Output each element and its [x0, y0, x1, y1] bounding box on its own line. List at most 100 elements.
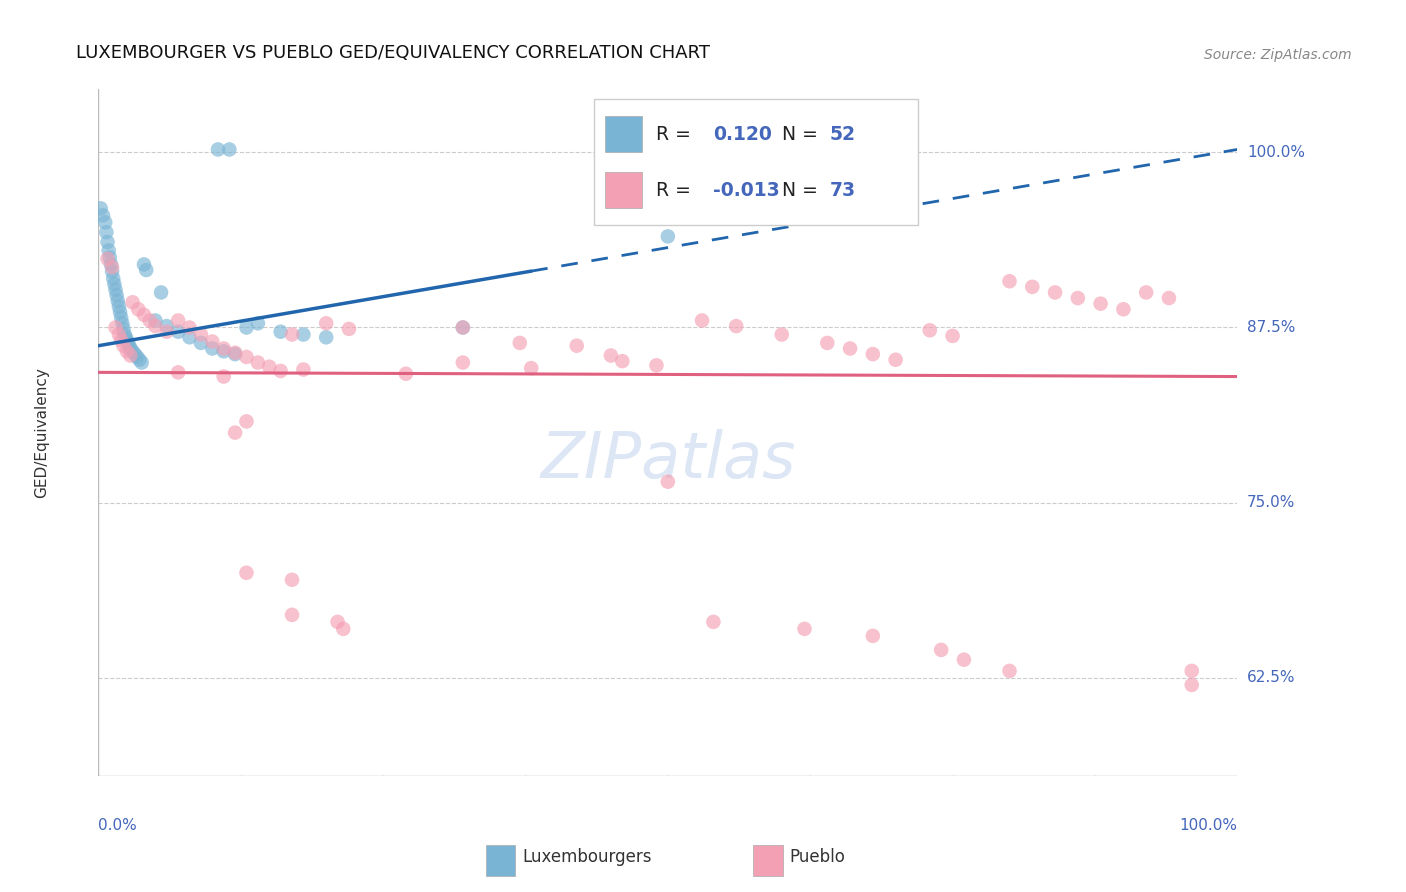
- Point: [132, 257, 155, 271]
- Point: [337, 322, 360, 336]
- Point: [103, 271, 125, 285]
- Point: [207, 143, 229, 157]
- Point: [224, 425, 246, 440]
- Point: [395, 367, 418, 381]
- Point: [120, 349, 142, 363]
- Point: [246, 355, 269, 369]
- Point: [91, 208, 114, 222]
- Point: [839, 342, 862, 356]
- Point: [108, 305, 131, 319]
- Point: [190, 335, 212, 350]
- Point: [167, 325, 190, 339]
- Point: [96, 235, 118, 249]
- Point: [101, 264, 124, 278]
- Point: [179, 330, 201, 344]
- Point: [105, 288, 128, 302]
- Point: [100, 257, 122, 271]
- Point: [326, 615, 349, 629]
- Point: [509, 335, 531, 350]
- Point: [111, 316, 134, 330]
- Point: [520, 361, 543, 376]
- Text: LUXEMBOURGER VS PUEBLO GED/EQUIVALENCY CORRELATION CHART: LUXEMBOURGER VS PUEBLO GED/EQUIVALENCY C…: [76, 44, 710, 62]
- Point: [110, 333, 132, 347]
- Point: [1021, 280, 1043, 294]
- Point: [124, 347, 146, 361]
- Point: [103, 277, 125, 291]
- Point: [657, 229, 679, 244]
- Text: Source: ZipAtlas.com: Source: ZipAtlas.com: [1204, 48, 1351, 62]
- Point: [1090, 296, 1112, 310]
- Point: [97, 244, 120, 258]
- Point: [156, 319, 179, 334]
- Point: [212, 342, 235, 356]
- Point: [138, 313, 160, 327]
- Point: [94, 215, 117, 229]
- Point: [942, 329, 965, 343]
- Point: [145, 319, 167, 334]
- Point: [451, 355, 474, 369]
- Point: [118, 339, 141, 353]
- Text: R =: R =: [657, 180, 697, 200]
- Point: [107, 293, 129, 308]
- Point: [270, 364, 292, 378]
- Point: [793, 622, 815, 636]
- Point: [121, 344, 143, 359]
- Point: [315, 330, 337, 344]
- Point: [1135, 285, 1157, 300]
- Point: [292, 327, 315, 342]
- Point: [114, 330, 136, 344]
- Point: [862, 347, 884, 361]
- Point: [259, 359, 281, 374]
- Point: [612, 354, 634, 368]
- Point: [281, 327, 304, 342]
- Point: [1181, 664, 1204, 678]
- Bar: [605, 116, 641, 153]
- Text: 100.0%: 100.0%: [1180, 818, 1237, 833]
- Point: [235, 414, 257, 428]
- Point: [918, 323, 941, 337]
- Point: [104, 320, 127, 334]
- Point: [117, 335, 139, 350]
- Point: [332, 622, 354, 636]
- Text: -0.013: -0.013: [713, 180, 780, 200]
- Point: [315, 316, 337, 330]
- Point: [690, 313, 713, 327]
- Point: [212, 369, 235, 384]
- Bar: [485, 845, 515, 876]
- Point: [127, 302, 149, 317]
- Text: 0.0%: 0.0%: [98, 818, 138, 833]
- Point: [929, 643, 952, 657]
- Point: [167, 365, 190, 379]
- Point: [862, 629, 884, 643]
- Point: [114, 327, 136, 342]
- Point: [128, 352, 150, 367]
- Point: [235, 350, 257, 364]
- Text: N =: N =: [782, 125, 824, 144]
- Point: [1157, 291, 1180, 305]
- Point: [224, 345, 246, 359]
- Point: [108, 327, 131, 342]
- Text: 62.5%: 62.5%: [1247, 671, 1295, 685]
- Point: [112, 339, 135, 353]
- Point: [953, 653, 976, 667]
- Text: 52: 52: [830, 125, 856, 144]
- Point: [179, 320, 201, 334]
- Text: 87.5%: 87.5%: [1247, 320, 1295, 335]
- Point: [645, 359, 668, 373]
- Point: [135, 263, 157, 277]
- Point: [565, 339, 588, 353]
- Point: [998, 274, 1021, 288]
- Point: [292, 362, 315, 376]
- Text: R =: R =: [657, 125, 697, 144]
- Point: [127, 350, 149, 364]
- Bar: [605, 172, 641, 209]
- Point: [1067, 291, 1090, 305]
- Point: [104, 283, 127, 297]
- Text: 0.120: 0.120: [713, 125, 772, 144]
- Text: ZIPatlas: ZIPatlas: [540, 429, 796, 491]
- Point: [1043, 285, 1066, 300]
- Point: [96, 252, 118, 266]
- Point: [212, 344, 235, 359]
- Text: 100.0%: 100.0%: [1247, 145, 1305, 160]
- Point: [190, 327, 212, 342]
